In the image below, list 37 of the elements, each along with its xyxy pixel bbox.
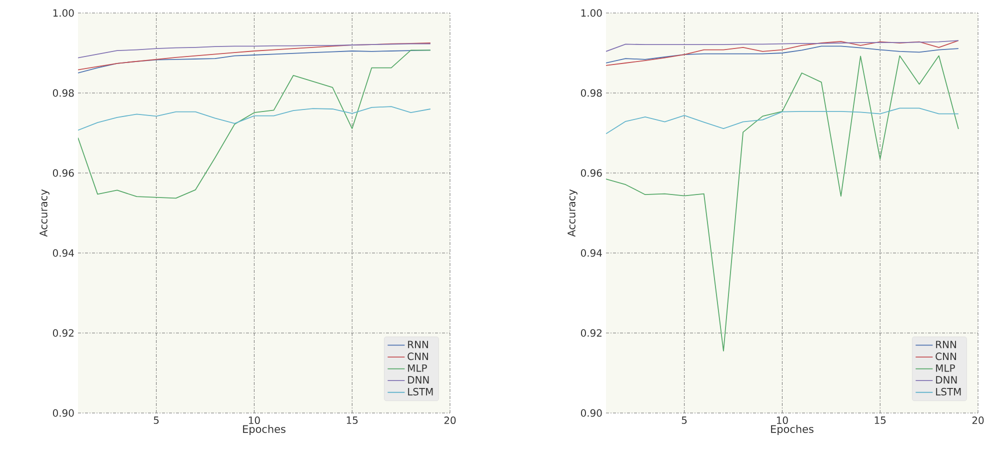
legend-label: MLP	[408, 364, 427, 372]
legend-label: DNN	[936, 376, 957, 384]
legend-label: LSTM	[408, 388, 433, 396]
y-tick-label: 0.94	[580, 249, 602, 257]
y-tick-label: 0.90	[580, 409, 602, 417]
line-series	[78, 106, 431, 131]
x-axis-title: Epoches	[243, 424, 286, 436]
x-tick-label: 15	[874, 416, 886, 424]
y-axis-title: Accuracy	[40, 189, 50, 237]
y-tick-label: 0.96	[580, 169, 602, 177]
y-tick-label: 0.90	[52, 409, 74, 417]
legend-label: DNN	[408, 376, 429, 384]
legend-label: CNN	[408, 352, 428, 360]
x-tick-label: 5	[154, 416, 159, 424]
legend-label: CNN	[936, 352, 956, 360]
x-tick-label: 10	[776, 416, 788, 424]
x-tick-label: 15	[346, 416, 358, 424]
legend-label: RNN	[408, 340, 428, 348]
x-tick-label: 10	[248, 416, 260, 424]
line-series	[606, 55, 959, 352]
y-tick-label: 0.98	[580, 89, 602, 97]
legend-label: LSTM	[936, 388, 961, 396]
line-series	[606, 40, 959, 66]
y-tick-label: 1.00	[581, 9, 602, 17]
y-tick-label: 0.92	[580, 329, 602, 337]
x-tick-label: 20	[444, 416, 456, 424]
x-tick-label: 20	[972, 416, 984, 424]
x-tick-label: 5	[682, 416, 687, 424]
legend-label: MLP	[936, 364, 955, 372]
y-axis-title: Accuracy	[568, 189, 578, 237]
legend-label: RNN	[936, 340, 956, 348]
y-tick-label: 0.94	[52, 249, 74, 257]
y-tick-label: 0.92	[52, 329, 74, 337]
y-tick-label: 0.98	[52, 89, 74, 97]
x-axis-title: Epoches	[771, 424, 814, 436]
y-tick-label: 0.96	[52, 169, 74, 177]
y-tick-label: 1.00	[53, 9, 74, 17]
